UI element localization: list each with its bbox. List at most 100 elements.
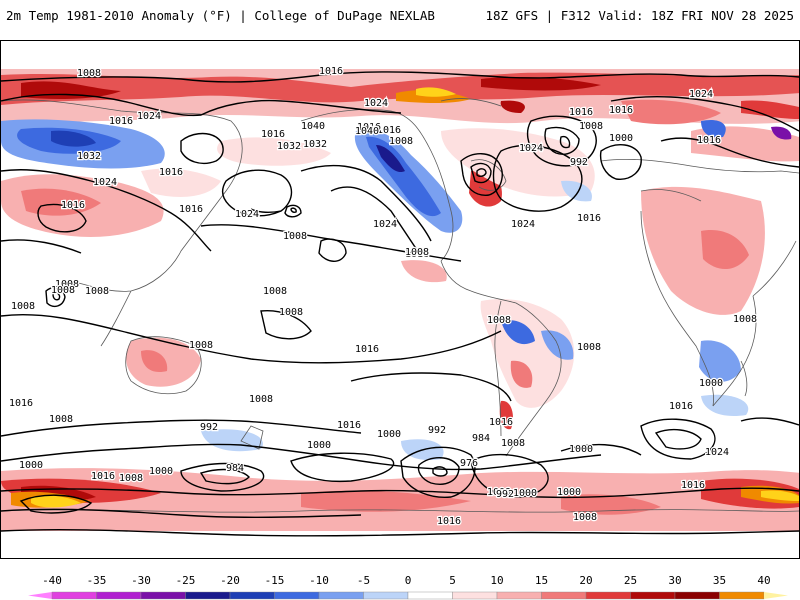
isobar-label: 1000	[557, 487, 581, 498]
color-scale-tick-label: -15	[265, 574, 285, 587]
isobar-label: 1008	[389, 136, 413, 147]
isobar-label: 1008	[249, 394, 273, 405]
isobar-label: 1008	[279, 307, 303, 318]
isobar-label: 992	[570, 157, 588, 168]
color-scale-swatch	[496, 591, 542, 600]
color-scale-swatch	[674, 591, 720, 600]
isobar-label: 1032	[303, 139, 327, 150]
isobar-label: 1016	[337, 420, 361, 431]
color-scale-tick-label: -35	[87, 574, 107, 587]
color-scale-tick-label: 25	[624, 574, 637, 587]
isobar-label: 1016	[9, 398, 33, 409]
color-scale-high-end	[764, 592, 788, 599]
isobar-label: 984	[472, 433, 490, 444]
isobar-label: 1032	[277, 141, 301, 152]
isobar-label: 1008	[487, 487, 511, 498]
color-scale-tick-label: -5	[357, 574, 370, 587]
isobar-label: 1016	[681, 480, 705, 491]
isobar-label: 1016	[355, 344, 379, 355]
isobar-label: 1016	[437, 516, 461, 527]
isobar-label: 1016	[109, 116, 133, 127]
isobar-label: 1016	[61, 200, 85, 211]
isobar-label: 1008	[487, 315, 511, 326]
isobar-label: 1040	[355, 126, 379, 137]
color-scale-blocks	[28, 591, 788, 600]
isobar-label: 1008	[49, 414, 73, 425]
isobar-label: 992	[200, 422, 218, 433]
color-scale-ticks: -40 -35 -30 -25 -20 -15 -10 -5 0 5 10 15 20 25 30 35 40	[42, 574, 771, 587]
color-scale-low-end	[28, 592, 52, 599]
isobar-label: 1000	[149, 466, 173, 477]
isobar-label: 1024	[137, 111, 161, 122]
isobar-label: 992	[428, 425, 446, 436]
isobar-label: 1000	[609, 133, 633, 144]
color-scale-tick-label: 15	[535, 574, 548, 587]
map-panel[interactable]: 1008 1016 1016 1024 1032 1024 1016 1016 1024 1008…	[0, 40, 800, 559]
isobar-label: 1008	[51, 285, 75, 296]
color-scale-tick-label: 35	[713, 574, 726, 587]
isobar-label: 1008	[55, 279, 79, 290]
color-scale-swatch	[140, 591, 186, 600]
color-scale-swatch	[452, 591, 498, 600]
isobar-label: 1000	[377, 429, 401, 440]
isobar-label: 1016	[179, 204, 203, 215]
color-scale-tick-label: -30	[131, 574, 151, 587]
isobar-label: 1024	[689, 89, 713, 100]
isobar-label: 1008	[501, 438, 525, 449]
color-scale-tick-label: 30	[668, 574, 681, 587]
isobar-label: 1016	[377, 125, 401, 136]
isobar-label: 1008	[733, 314, 757, 325]
isobar-label: 984	[226, 463, 244, 474]
isobar-label: 1024	[373, 219, 397, 230]
isobar-label: 1024	[93, 177, 117, 188]
color-scale-tick-label: 20	[579, 574, 592, 587]
isobar-label: 1016	[697, 135, 721, 146]
isobar-label: 1024	[519, 143, 543, 154]
isobar-label: 1000	[19, 460, 43, 471]
isobars	[1, 71, 799, 537]
isobar-label: 1024	[364, 98, 388, 109]
isobar-label: 1008	[283, 231, 307, 242]
color-scale-swatch	[719, 591, 765, 600]
isobar-label: 1016	[159, 167, 183, 178]
color-scale-swatch	[96, 591, 142, 600]
isobar-label: 1008	[119, 473, 143, 484]
map-title: 2m Temp 1981-2010 Anomaly (°F) | College…	[6, 8, 435, 23]
isobar-label: 1000	[699, 378, 723, 389]
isobar-label: 992	[496, 489, 514, 500]
isobar-label: 1016	[609, 105, 633, 116]
color-scale-swatch	[185, 591, 231, 600]
isobar-label: 1032	[77, 151, 101, 162]
isobar-label: 1016	[489, 417, 513, 428]
isobar-label: 1016	[569, 107, 593, 118]
isobar-label: 1016	[319, 66, 343, 77]
color-scale-swatch	[229, 591, 275, 600]
color-scale: -40 -35 -30 -25 -20 -15 -10 -5 0 5 10 15 20 25 30 35 40	[0, 570, 800, 600]
color-scale-tick-label: -25	[176, 574, 196, 587]
color-scale-tick-label: 10	[490, 574, 503, 587]
coastlines	[1, 98, 799, 513]
isobar-label: 1008	[579, 121, 603, 132]
isobar-label: 1024	[235, 209, 259, 220]
isobar-label: 1016	[405, 249, 429, 260]
isobar-label: 1008	[405, 247, 429, 258]
color-scale-swatch	[585, 591, 631, 600]
color-scale-swatch	[51, 591, 97, 600]
isobar-label: 1008	[263, 286, 287, 297]
isobar-label: 1016	[91, 471, 115, 482]
color-scale-swatch	[407, 591, 453, 600]
isobar-label: 1024	[511, 219, 535, 230]
color-scale-tick-label: -10	[309, 574, 329, 587]
isobar-label: 1008	[11, 301, 35, 312]
color-scale-tick-label: 40	[757, 574, 770, 587]
isobar-label: 1000	[307, 440, 331, 451]
color-scale-svg: -40 -35 -30 -25 -20 -15 -10 -5 0 5 10 15 20 25 30 35 40	[28, 574, 788, 600]
isobar-label: 1016	[577, 213, 601, 224]
map-header: 2m Temp 1981-2010 Anomaly (°F) | College…	[0, 0, 800, 34]
color-scale-swatch	[274, 591, 320, 600]
isobar-label: 1008	[573, 512, 597, 523]
isobar-label: 1016	[261, 129, 285, 140]
isobar-label: 1016	[357, 122, 381, 133]
